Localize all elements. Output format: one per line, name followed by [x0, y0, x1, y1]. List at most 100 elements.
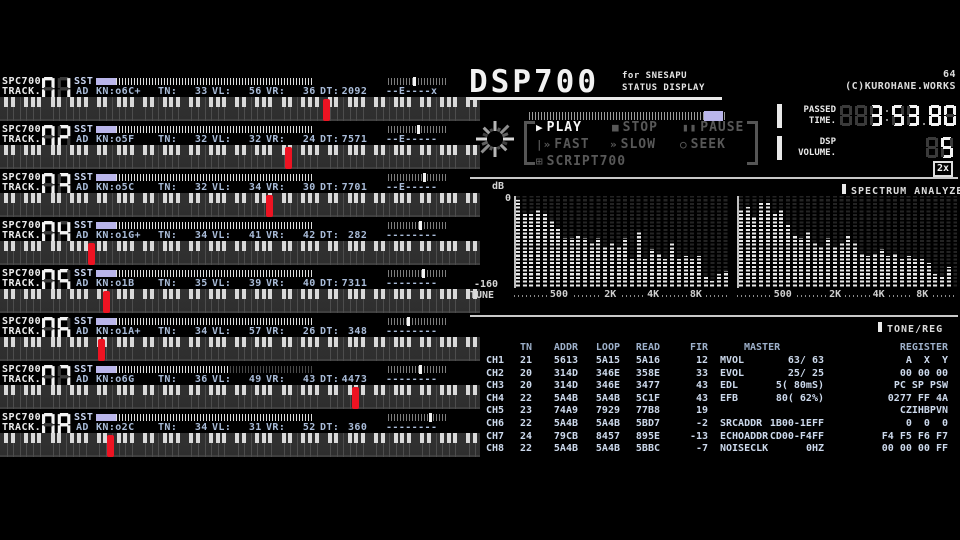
spectrum-bar: [690, 259, 695, 288]
table-header-row: TN ADDR LOOP READ FIR MASTER REGISTER: [484, 342, 958, 354]
black-key: [440, 193, 444, 203]
pan-ruler: [388, 317, 446, 326]
read-value: 5BBC: [635, 443, 660, 455]
speed-badge[interactable]: 2x: [933, 161, 954, 177]
black-key: [83, 385, 88, 395]
black-key: [169, 289, 174, 299]
black-key: [123, 385, 128, 395]
black-key: [453, 337, 458, 347]
transport-slow-label: SLOW: [620, 137, 656, 152]
register-value: 00 00 00: [899, 367, 948, 379]
spectrum-bar: [739, 209, 743, 288]
black-key: [466, 385, 471, 395]
chip-label: SPC700: [2, 220, 42, 231]
transport-pause-button[interactable]: ▮▮ PAUSE: [682, 120, 744, 135]
spectrum-bar: [806, 230, 810, 288]
master-value: 25/ 25: [787, 367, 824, 379]
transport-slow-button[interactable]: » SLOW: [610, 137, 656, 152]
dsp-volume-label: DSP VOLUME.: [798, 137, 836, 158]
black-key: [268, 337, 273, 347]
spectrum-bar: [779, 209, 784, 288]
read-value: 5C1F: [635, 392, 660, 404]
black-key: [70, 433, 75, 443]
tone-number-field: TN: 34: [158, 230, 208, 241]
black-key: [116, 241, 121, 251]
black-key: [215, 145, 220, 155]
col-header-loop: LOOP: [595, 342, 620, 353]
spectrum-bar: [556, 228, 561, 288]
spectrum-bar: [723, 270, 728, 288]
black-key: [143, 433, 147, 443]
seek-cursor[interactable]: [704, 111, 724, 121]
black-key: [360, 193, 365, 203]
volume-left-field: VL: 57: [212, 326, 262, 337]
chip-label: SPC700: [2, 316, 42, 327]
master-value: 1B00-1EFF: [769, 418, 824, 429]
logo-underline: [470, 97, 722, 100]
spectrum-bar: [772, 213, 777, 288]
loop-value: 5A4B: [595, 443, 620, 455]
addr-value: 314D: [553, 367, 578, 379]
seek-icon: ○: [680, 138, 688, 151]
black-key: [11, 289, 15, 299]
track-list: SPC700 TRACK. SST AD KN:o6C+ TN: 33 VL: …: [0, 76, 480, 480]
voice-flags: --------: [386, 422, 438, 433]
black-key: [37, 337, 42, 347]
fast-icon: |»: [536, 138, 552, 151]
envelope-mode-label: AD: [76, 422, 89, 433]
black-key: [169, 241, 174, 251]
addr-value: 5A4B: [553, 443, 578, 455]
black-key: [195, 385, 200, 395]
black-key: [374, 145, 378, 155]
black-key: [116, 337, 121, 347]
black-key: [420, 289, 425, 299]
black-key: [235, 241, 240, 251]
black-key: [440, 337, 444, 347]
black-key: [308, 97, 312, 107]
addr-value: 5613: [553, 355, 578, 366]
addr-value: 74A9: [553, 405, 578, 417]
db-axis-top: 0: [505, 193, 512, 204]
spectrum-bar: [919, 259, 924, 288]
tn-label: TN:: [158, 278, 184, 289]
black-key: [37, 433, 42, 443]
black-key: [4, 241, 9, 251]
key-note-field: KN:o1A+: [96, 326, 141, 337]
black-key: [446, 289, 451, 299]
seek-bar[interactable]: [529, 111, 725, 121]
stop-icon: ■: [612, 121, 620, 134]
black-key: [466, 433, 471, 443]
transport-seek-button[interactable]: ○ SEEK: [680, 137, 726, 152]
black-key: [83, 241, 88, 251]
black-key: [426, 289, 431, 299]
keyboard: [0, 145, 480, 169]
black-key: [314, 241, 319, 251]
tn-value: 20: [519, 380, 532, 392]
spectrum-bar: [569, 238, 574, 288]
black-key: [83, 193, 88, 203]
track-row: SPC700 TRACK. SST AD KN:o1B TN: 35 VL: 3…: [0, 268, 480, 316]
key-note-field: KN:o5F: [96, 134, 135, 145]
sst-label: SST: [74, 364, 94, 375]
transport-play-button[interactable]: ▶ PLAY: [536, 120, 582, 135]
black-key: [50, 385, 55, 395]
black-key: [393, 145, 398, 155]
transport-stop-button[interactable]: ■ STOP: [612, 120, 658, 135]
black-key: [189, 145, 194, 155]
kn-label: KN:: [96, 182, 116, 193]
black-key: [255, 193, 260, 203]
black-key: [176, 385, 180, 395]
black-key: [261, 193, 266, 203]
transport-stop-label: STOP: [622, 120, 658, 135]
freq-tick-label: 8K: [913, 289, 932, 300]
transport-fast-button[interactable]: |» FAST: [536, 137, 590, 152]
black-key: [57, 385, 62, 395]
spectrum-bar: [946, 266, 951, 288]
black-key: [334, 337, 339, 347]
black-key: [195, 97, 200, 107]
black-key: [473, 433, 477, 443]
gauge-cursor: [96, 366, 116, 373]
black-key: [380, 145, 385, 155]
key-note-field: KN:o1G+: [96, 230, 141, 241]
transport-script700-button[interactable]: ⊞ SCRIPT700: [536, 154, 626, 169]
